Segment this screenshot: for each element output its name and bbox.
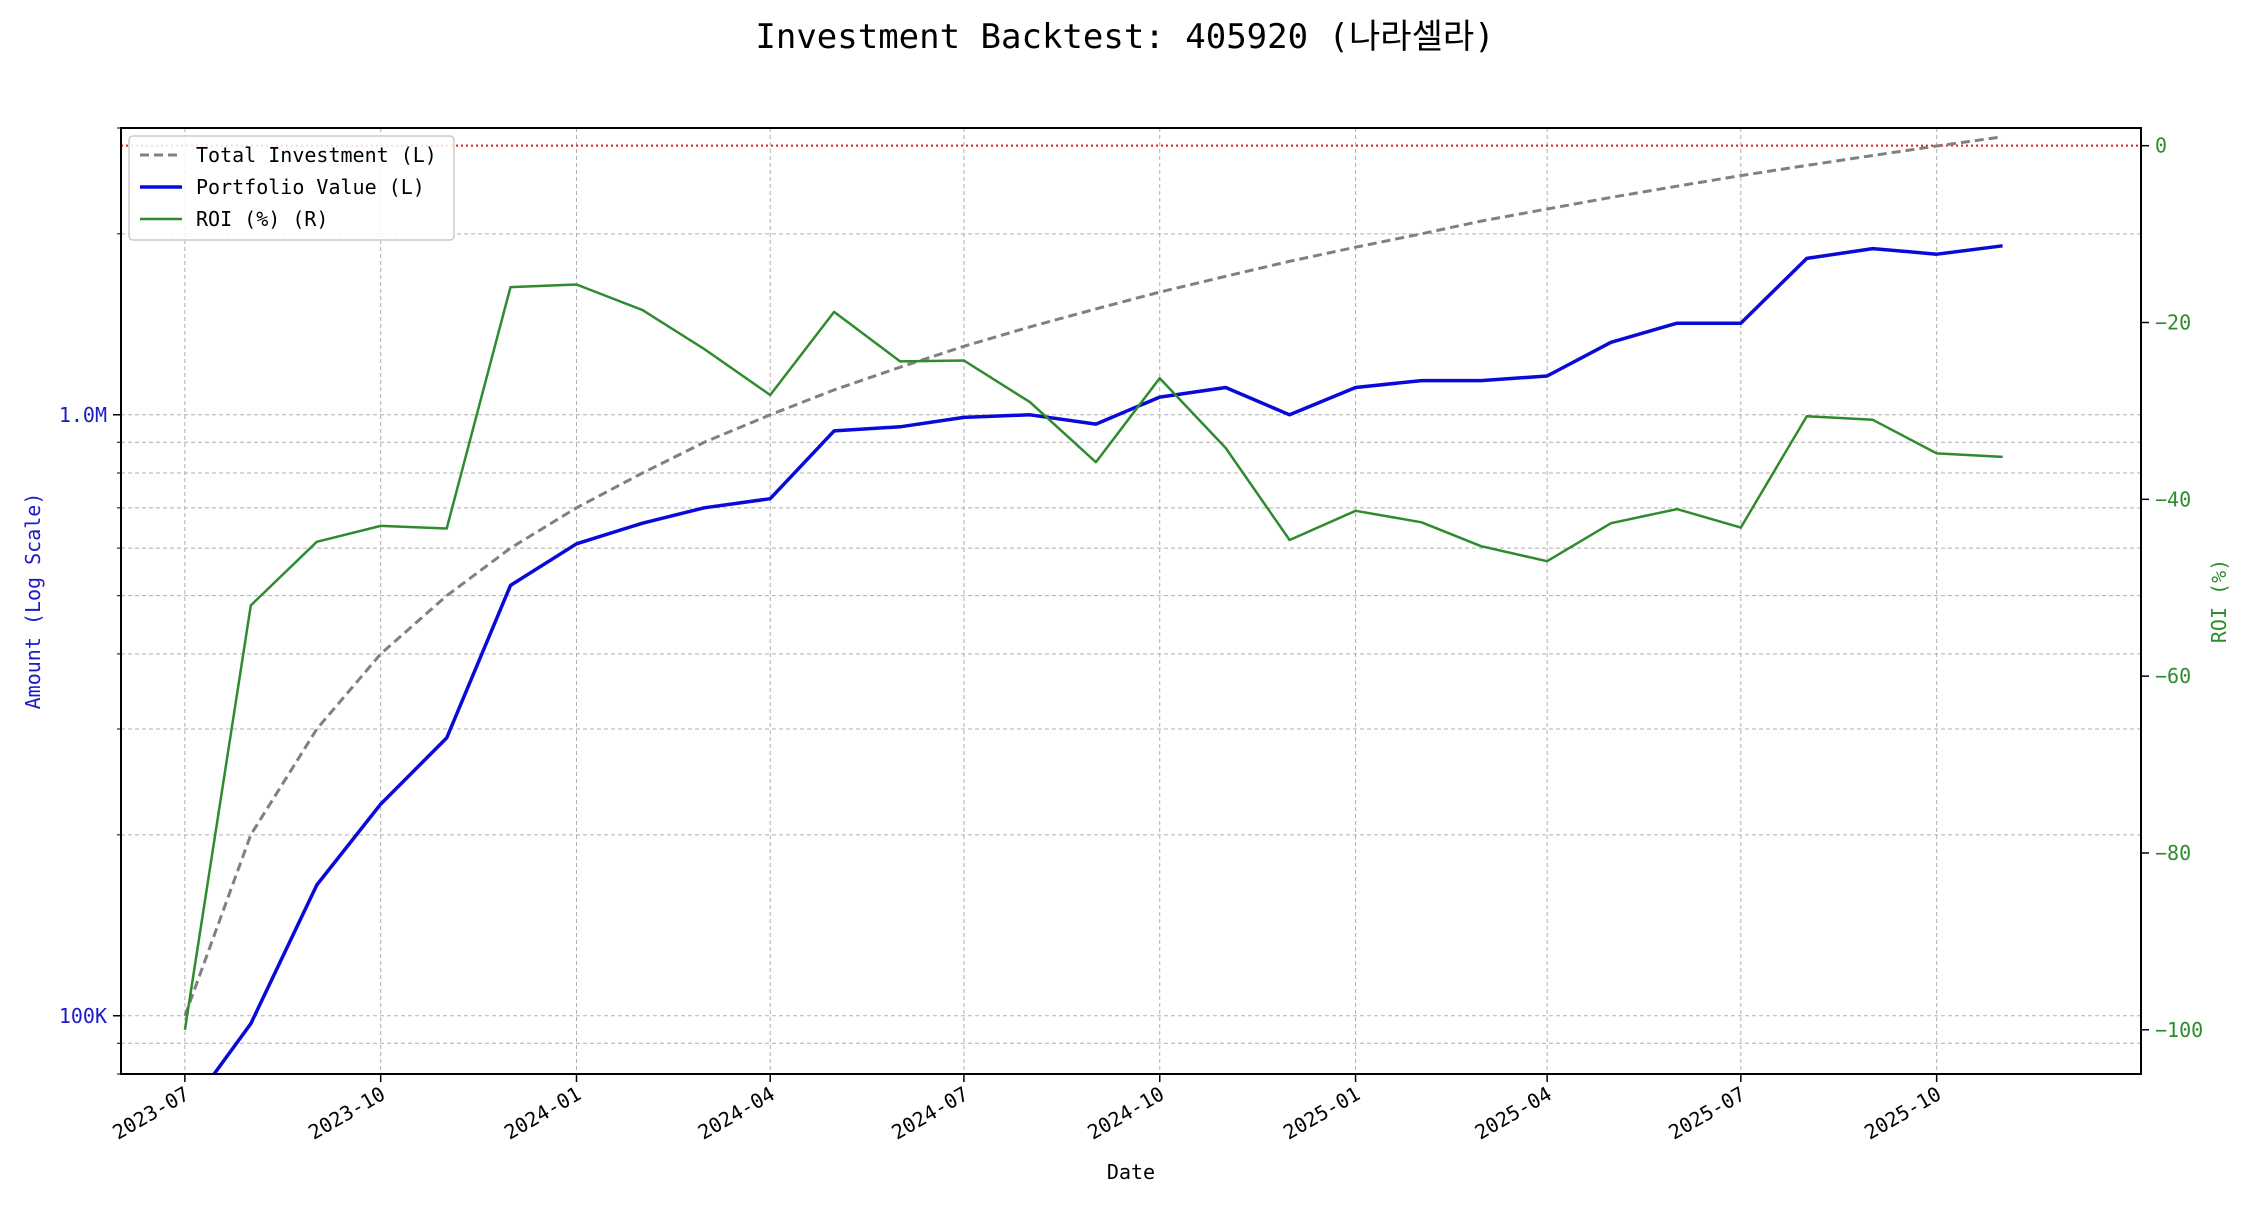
legend-label-total-investment: Total Investment (L) bbox=[196, 143, 437, 167]
series-line-portfolio-value-l bbox=[211, 244, 2003, 1074]
right-tick-label: −60 bbox=[2155, 664, 2191, 688]
legend-item-portfolio-value: Portfolio Value (L) bbox=[140, 175, 425, 199]
left-tick-label: 100K bbox=[59, 1004, 107, 1028]
legend-box bbox=[128, 135, 455, 241]
right-tick-label: −80 bbox=[2155, 841, 2191, 865]
legend-item-total-investment: Total Investment (L) bbox=[140, 143, 437, 167]
left-axis-label: Amount (Log Scale) bbox=[21, 493, 45, 710]
left-tick-label: 1.0M bbox=[59, 403, 107, 427]
series-line-total-investment-l bbox=[183, 135, 2003, 1017]
right-tick-label: −20 bbox=[2155, 311, 2191, 335]
right-axis: 0 −20 −40 −60 −80 −100 bbox=[2141, 134, 2203, 1042]
right-tick-label: 0 bbox=[2155, 134, 2167, 158]
chart-title: Investment Backtest: 405920 (나라셀라) bbox=[755, 17, 1494, 57]
series-layer bbox=[183, 135, 2003, 1074]
x-axis-label: Date bbox=[1107, 1160, 1155, 1184]
legend-label-portfolio-value: Portfolio Value (L) bbox=[196, 175, 425, 199]
right-axis-label: ROI (%) bbox=[2207, 559, 2231, 643]
plot-frame bbox=[120, 127, 2142, 1075]
legend: Total Investment (L) Portfolio Value (L)… bbox=[128, 135, 455, 241]
legend-item-roi: ROI (%) (R) bbox=[140, 207, 328, 231]
legend-label-roi: ROI (%) (R) bbox=[196, 207, 328, 231]
left-axis: 100K 1.0M bbox=[59, 127, 121, 1075]
right-tick-label: −40 bbox=[2155, 487, 2191, 511]
right-tick-label: −100 bbox=[2155, 1018, 2203, 1042]
series-line-roi-r bbox=[183, 283, 2003, 1030]
